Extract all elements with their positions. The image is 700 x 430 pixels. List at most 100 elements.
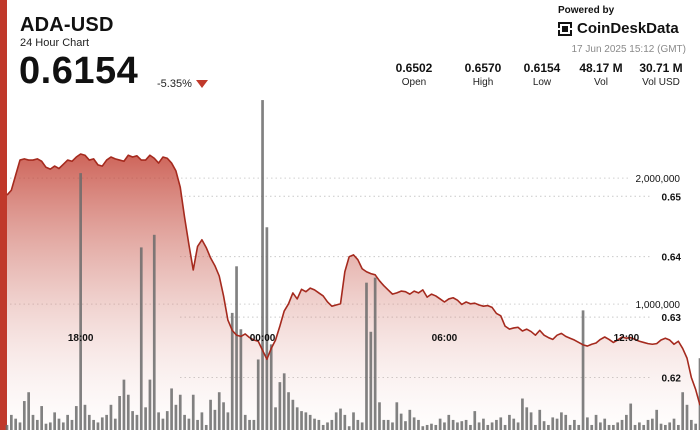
volume-bar	[131, 411, 134, 430]
volume-bar	[672, 418, 676, 430]
volume-tick-label: 2,000,000	[636, 174, 681, 185]
volume-bar	[651, 418, 654, 430]
stat-low-value: 0.6154	[523, 61, 561, 75]
volume-bar	[308, 414, 312, 430]
volume-bar	[265, 227, 269, 430]
volume-bar	[365, 282, 368, 430]
stat-vol-usd: 30.71 M Vol USD	[633, 61, 689, 88]
volume-bar	[261, 100, 264, 430]
volume-bar	[495, 419, 498, 430]
volume-bar	[620, 419, 624, 430]
volume-bar	[61, 422, 65, 430]
volume-bar	[508, 414, 511, 430]
volume-bar	[456, 422, 459, 430]
volume-bar	[304, 412, 308, 430]
volume-bar	[378, 402, 381, 430]
volume-bar	[382, 419, 386, 430]
volume-bar	[551, 417, 555, 430]
volume-bar	[417, 419, 420, 430]
volume-bar	[222, 402, 225, 430]
volume-bar	[165, 411, 169, 430]
volume-bar	[399, 413, 403, 430]
stat-low-label: Low	[532, 77, 552, 88]
volume-bar	[139, 247, 143, 430]
price-tick-label: 0.63	[662, 313, 682, 324]
volume-bar	[603, 418, 607, 430]
volume-bar	[477, 422, 481, 430]
stat-high-label: High	[472, 77, 494, 88]
volume-bar	[118, 396, 121, 430]
volume-bar	[109, 404, 113, 430]
volume-bar	[490, 422, 494, 430]
volume-bar	[196, 419, 199, 430]
volume-bar	[83, 404, 87, 430]
volume-bar	[555, 418, 559, 430]
volume-bars	[5, 100, 700, 430]
volume-bar	[70, 419, 74, 430]
volume-bar	[100, 417, 104, 430]
volume-bar	[534, 424, 537, 430]
volume-bar	[313, 418, 316, 430]
volume-bar	[66, 414, 69, 430]
volume-bar	[633, 424, 637, 430]
volume-bar	[144, 407, 147, 430]
timestamp: 17 Jun 2025 15:12 (GMT)	[571, 44, 686, 55]
price-tick-label: 0.64	[662, 253, 682, 264]
volume-bar	[668, 422, 672, 430]
volume-bar	[282, 373, 286, 430]
volume-bar	[616, 422, 620, 430]
volume-bar	[170, 388, 173, 430]
volume-bar	[14, 418, 18, 430]
volume-bar	[486, 424, 490, 430]
volume-bar	[53, 412, 56, 430]
volume-bar	[404, 421, 407, 430]
volume-bar	[573, 419, 576, 430]
volume-bar	[521, 398, 524, 430]
volume-bar	[96, 422, 100, 430]
volume-bar	[300, 411, 303, 430]
volume-bar	[135, 414, 139, 430]
volume-bar	[213, 409, 217, 430]
volume-bar	[269, 344, 273, 430]
volume-bar	[287, 392, 290, 430]
volume-bar	[356, 419, 360, 430]
volume-bar	[200, 412, 204, 430]
stat-vol-usd-label: Vol USD	[642, 77, 680, 88]
left-accent-bar	[0, 0, 7, 430]
volume-bar	[412, 417, 416, 430]
volume-bar	[568, 424, 572, 430]
volume-bar	[547, 424, 550, 430]
volume-bar	[577, 424, 581, 430]
time-axis-ticks: 18:00 00:00 06:00 12:00	[68, 333, 640, 344]
volume-bar	[438, 418, 442, 430]
volume-bar	[191, 394, 195, 430]
stat-high-value: 0.6570	[464, 61, 502, 75]
volume-bar	[538, 409, 542, 430]
volume-bar	[87, 414, 91, 430]
volume-bar	[31, 414, 35, 430]
brand-logo-link[interactable]: CoinDeskData	[558, 20, 679, 37]
volume-bar	[421, 426, 425, 430]
stat-vol: 48.17 M Vol	[573, 61, 629, 88]
volume-bar	[113, 418, 117, 430]
volume-bar	[564, 414, 568, 430]
stat-open: 0.6502 Open	[386, 61, 442, 88]
volume-bar	[126, 394, 130, 430]
volume-bar	[183, 414, 186, 430]
volume-bar	[451, 419, 455, 430]
volume-bar	[204, 424, 208, 430]
price-change: -5.35%	[157, 78, 192, 90]
volume-bar	[469, 424, 472, 430]
volume-bar	[590, 424, 594, 430]
volume-bar	[386, 419, 390, 430]
volume-bar	[148, 379, 152, 430]
volume-bar	[681, 392, 685, 430]
volume-bar	[339, 408, 342, 430]
volume-bar	[243, 414, 247, 430]
volume-bar	[152, 234, 156, 430]
volume-bar	[274, 407, 277, 430]
volume-bar	[677, 424, 680, 430]
volume-bar	[217, 392, 221, 430]
stat-open-label: Open	[401, 77, 427, 88]
volume-bar	[659, 423, 663, 430]
